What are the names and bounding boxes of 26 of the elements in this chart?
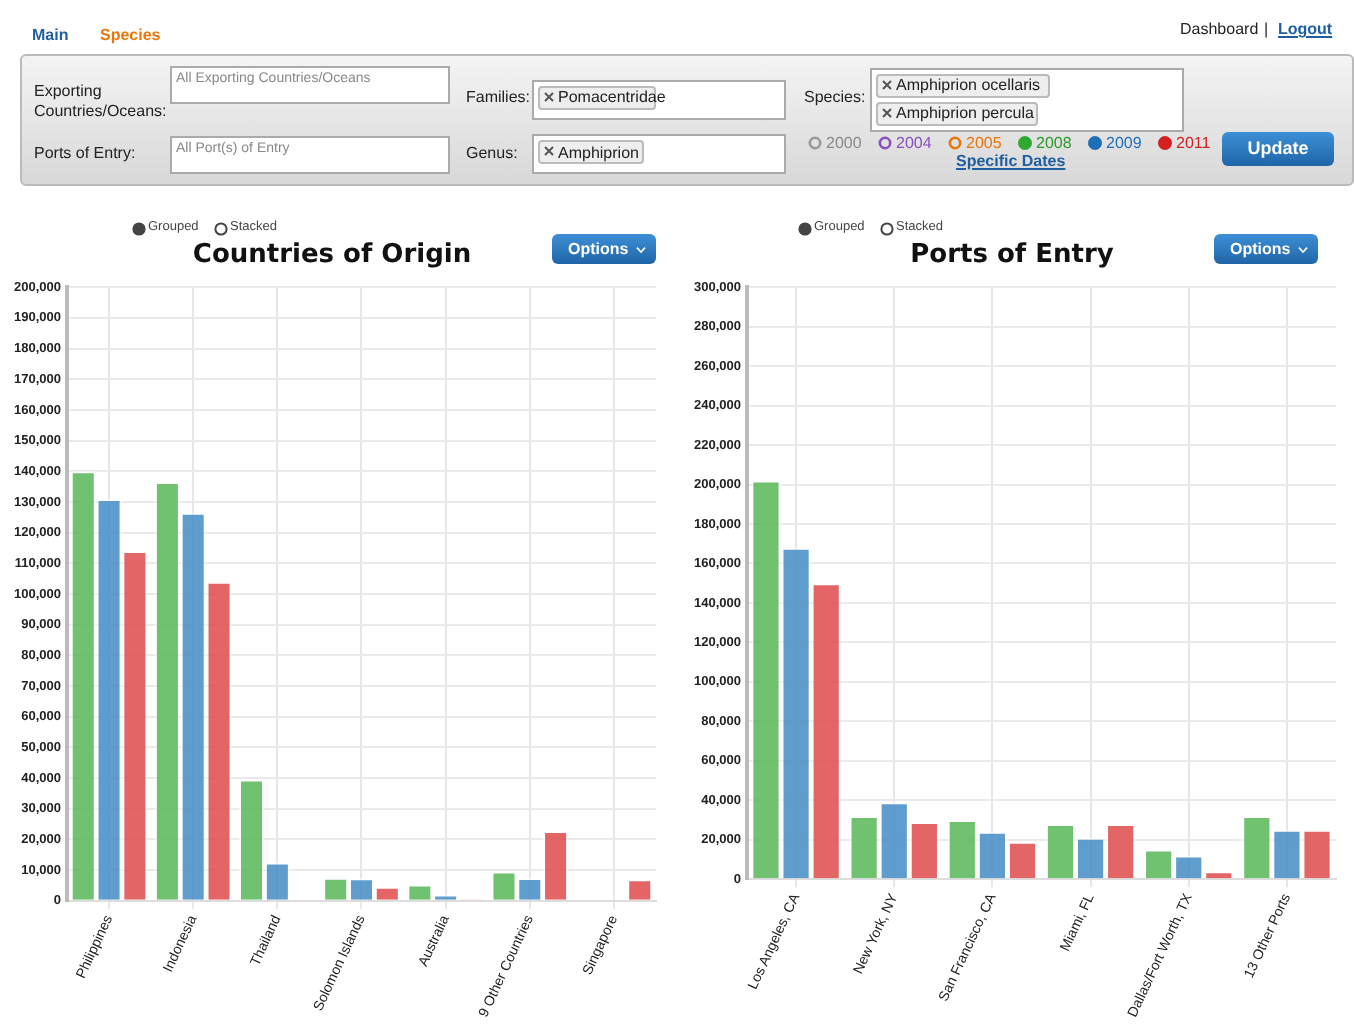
text: 2004	[896, 134, 932, 152]
text: 2008	[1036, 134, 1072, 152]
text: 2005	[966, 134, 1002, 152]
text: Families:	[466, 88, 531, 106]
text: Species:	[804, 88, 866, 106]
text: Specific Dates	[956, 152, 1066, 170]
text: Amphiprion percula	[896, 104, 1034, 122]
chart-title: Ports of Entry	[910, 240, 1115, 271]
text: 2009	[1106, 134, 1142, 152]
text: Genus:	[466, 144, 518, 162]
text: Amphiprion	[558, 144, 639, 162]
text: Exporting Countries/Oceans:	[34, 82, 167, 122]
text: Options	[552, 234, 656, 264]
chart-title: Countries of Origin	[192, 240, 472, 271]
text: Species	[100, 26, 161, 44]
text: Logout	[1278, 20, 1333, 38]
text: Amphiprion ocellaris	[896, 76, 1041, 94]
text: Options	[1214, 234, 1318, 264]
text: Ports of Entry:	[34, 144, 136, 162]
text: Pomacentridae	[558, 88, 666, 106]
text: Dashboard	[1180, 20, 1259, 38]
text: 2000	[826, 134, 862, 152]
text: Update	[1222, 132, 1334, 166]
text: 2011	[1176, 134, 1211, 152]
text: |	[1264, 20, 1269, 38]
text: Main	[32, 26, 69, 44]
